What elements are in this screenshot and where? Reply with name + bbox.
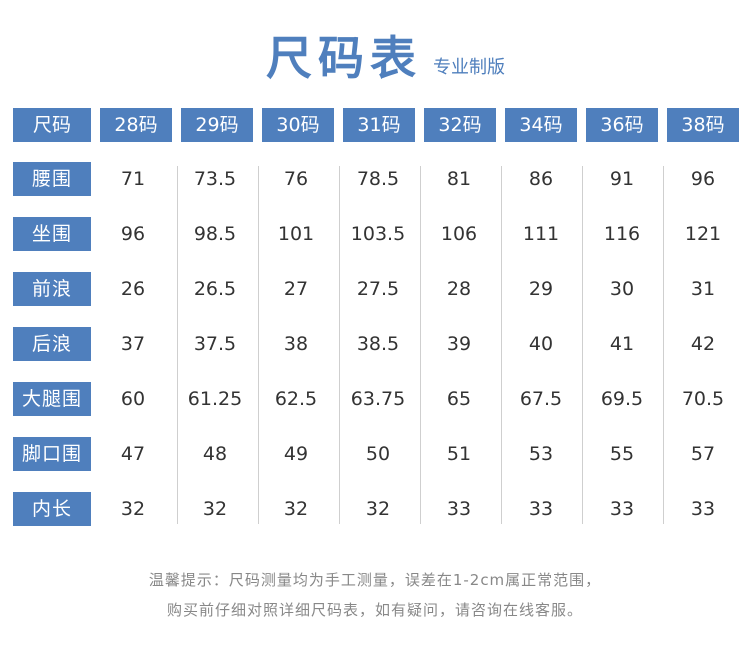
column-divider bbox=[339, 166, 340, 524]
header-size-31: 31码 bbox=[343, 108, 415, 142]
table-cell: 32 bbox=[365, 498, 391, 520]
table-cell: 41 bbox=[609, 333, 635, 355]
table-cell: 29 bbox=[528, 278, 554, 300]
note-line-2: 购买前仔细对照详细尺码表，如有疑问，请咨询在线客服。 bbox=[166, 601, 583, 619]
table-cell: 73.5 bbox=[193, 168, 237, 190]
page-title: 尺码表 bbox=[266, 31, 422, 85]
table-cell: 49 bbox=[283, 443, 309, 465]
table-cell: 63.75 bbox=[350, 388, 406, 410]
table-cell: 33 bbox=[690, 498, 716, 520]
table-cell: 32 bbox=[202, 498, 228, 520]
note-line-1: 温馨提示：尺码测量均为手工测量，误差在1-2cm属正常范围， bbox=[148, 571, 602, 589]
column-divider bbox=[420, 166, 421, 524]
table-cell: 28 bbox=[446, 278, 472, 300]
table-cell: 57 bbox=[690, 443, 716, 465]
table-cell: 33 bbox=[528, 498, 554, 520]
page-subtitle: 专业制版 bbox=[433, 57, 505, 78]
row-label-hip: 坐围 bbox=[13, 217, 91, 251]
table-cell: 61.25 bbox=[187, 388, 243, 410]
title-block: 尺码表 专业制版 bbox=[0, 28, 750, 88]
table-cell: 78.5 bbox=[356, 168, 400, 190]
table-cell: 65 bbox=[446, 388, 472, 410]
table-cell: 103.5 bbox=[350, 223, 406, 245]
table-cell: 98.5 bbox=[193, 223, 237, 245]
table-cell: 48 bbox=[202, 443, 228, 465]
row-label-thigh: 大腿围 bbox=[13, 382, 91, 416]
table-cell: 42 bbox=[690, 333, 716, 355]
table-cell: 32 bbox=[283, 498, 309, 520]
table-cell: 37 bbox=[120, 333, 146, 355]
header-size-34: 34码 bbox=[505, 108, 577, 142]
table-cell: 121 bbox=[684, 223, 722, 245]
table-cell: 116 bbox=[603, 223, 641, 245]
header-size-28: 28码 bbox=[100, 108, 172, 142]
table-cell: 101 bbox=[277, 223, 315, 245]
header-size-32: 32码 bbox=[424, 108, 496, 142]
table-cell: 37.5 bbox=[193, 333, 237, 355]
table-cell: 26.5 bbox=[193, 278, 237, 300]
table-cell: 60 bbox=[120, 388, 146, 410]
table-cell: 96 bbox=[120, 223, 146, 245]
table-cell: 33 bbox=[446, 498, 472, 520]
table-cell: 51 bbox=[446, 443, 472, 465]
header-size-30: 30码 bbox=[262, 108, 334, 142]
table-cell: 71 bbox=[120, 168, 146, 190]
table-cell: 47 bbox=[120, 443, 146, 465]
header-size-29: 29码 bbox=[181, 108, 253, 142]
column-divider bbox=[582, 166, 583, 524]
table-cell: 106 bbox=[440, 223, 478, 245]
table-cell: 26 bbox=[120, 278, 146, 300]
table-cell: 62.5 bbox=[274, 388, 318, 410]
table-cell: 27.5 bbox=[356, 278, 400, 300]
table-cell: 91 bbox=[609, 168, 635, 190]
table-cell: 31 bbox=[690, 278, 716, 300]
table-cell: 81 bbox=[446, 168, 472, 190]
table-cell: 33 bbox=[609, 498, 635, 520]
row-label-leg-opening: 脚口围 bbox=[13, 437, 91, 471]
table-cell: 40 bbox=[528, 333, 554, 355]
table-cell: 69.5 bbox=[600, 388, 644, 410]
row-label-waist: 腰围 bbox=[13, 162, 91, 196]
header-size-38: 38码 bbox=[667, 108, 739, 142]
column-divider bbox=[501, 166, 502, 524]
column-divider bbox=[258, 166, 259, 524]
table-cell: 27 bbox=[283, 278, 309, 300]
table-cell: 39 bbox=[446, 333, 472, 355]
table-cell: 86 bbox=[528, 168, 554, 190]
table-cell: 53 bbox=[528, 443, 554, 465]
header-size-36: 36码 bbox=[586, 108, 658, 142]
row-label-back-rise: 后浪 bbox=[13, 327, 91, 361]
row-label-front-rise: 前浪 bbox=[13, 272, 91, 306]
table-cell: 111 bbox=[522, 223, 560, 245]
table-cell: 32 bbox=[120, 498, 146, 520]
table-cell: 38.5 bbox=[356, 333, 400, 355]
table-cell: 30 bbox=[609, 278, 635, 300]
header-label: 尺码 bbox=[13, 108, 91, 142]
table-cell: 96 bbox=[690, 168, 716, 190]
table-cell: 38 bbox=[283, 333, 309, 355]
column-divider bbox=[663, 166, 664, 524]
table-cell: 50 bbox=[365, 443, 391, 465]
table-cell: 70.5 bbox=[681, 388, 725, 410]
table-cell: 76 bbox=[283, 168, 309, 190]
row-label-inseam: 内长 bbox=[13, 492, 91, 526]
table-cell: 67.5 bbox=[519, 388, 563, 410]
table-cell: 55 bbox=[609, 443, 635, 465]
column-divider bbox=[177, 166, 178, 524]
